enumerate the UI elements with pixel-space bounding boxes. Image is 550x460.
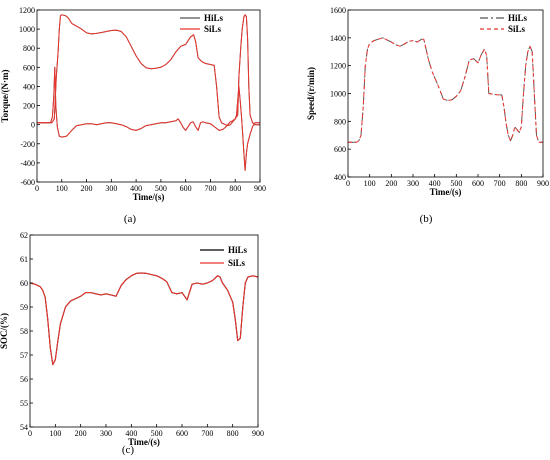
panel-a-ytick-label: 800	[23, 44, 35, 53]
panel-c-legend-label-sils: SiLs	[228, 258, 246, 268]
panel-b-xtick-label: 900	[537, 179, 549, 188]
panel-a-xtick-label: 500	[155, 184, 167, 193]
panel-c-ytick-label: 57	[20, 351, 28, 360]
panel-c-xtick-label: 500	[151, 429, 163, 438]
panel-a-legend-label-hils: HiLs	[204, 13, 224, 23]
panel-a-xtick-label: 600	[180, 184, 192, 193]
panel-a-series-hils-line-0	[37, 14, 260, 127]
panel-a-ytick-label: 1000	[19, 25, 35, 34]
panel-a-xtick-label: 900	[254, 184, 266, 193]
panel-a-ytick-label: -200	[20, 140, 35, 149]
panel-c-series-hils-line-0	[30, 272, 258, 366]
panel-c-xtick-label: 900	[252, 429, 264, 438]
panel-b-ytick-label: 1200	[330, 62, 346, 71]
panel-c-xtick-label: 300	[100, 429, 112, 438]
panel-c-ytick-label: 62	[20, 231, 28, 240]
panel-b-series-sils-line-0	[348, 37, 543, 143]
panel-a-xtick-label: 700	[204, 184, 216, 193]
panel-c-ytick-label: 60	[20, 279, 28, 288]
panel-c-xtick-label: 600	[176, 429, 188, 438]
panel-b-xtick-label: 500	[450, 179, 462, 188]
panel-b-ytick-label: 1600	[330, 6, 346, 15]
panel-b: 0 100 200 300 400 500 600 700 800 900 400 600 800 100…	[306, 6, 549, 225]
panel-b-y-axis-label: Speed/(r/min)	[306, 67, 316, 120]
panel-c-xtick-label: 700	[201, 429, 213, 438]
panel-a-y-axis-label: Torque/(N·m)	[0, 69, 10, 122]
panel-b-xtick-label: 200	[385, 179, 397, 188]
panel-c-ytick-label: 59	[20, 303, 28, 312]
panel-c-xtick-label: 200	[75, 429, 87, 438]
panel-b-ytick-label: 1400	[330, 34, 346, 43]
panel-a-legend-label-sils: SiLs	[204, 24, 222, 34]
panel-b-ytick-label: 400	[334, 173, 346, 182]
panel-c-frame	[29, 234, 259, 428]
panel-a-ytick-label: 400	[23, 82, 35, 91]
panel-b-xtick-label: 300	[407, 179, 419, 188]
panel-b-ytick-label: 1000	[330, 90, 346, 99]
panel-b-xtick-label: 800	[515, 179, 527, 188]
panel-b-caption: (b)	[420, 213, 433, 225]
panel-c-xtick-label: 0	[28, 429, 32, 438]
panel-c-caption: (c)	[122, 444, 135, 456]
panel-c-ytick-label: 61	[20, 255, 28, 264]
panel-c-xtick-label: 100	[49, 429, 61, 438]
panel-b-xtick-label: 0	[346, 179, 350, 188]
panel-a-xtick-label: 100	[56, 184, 68, 193]
panel-a-xtick-label: 800	[229, 184, 241, 193]
panel-a: 0 100 200 300 400 500 600 700 800 900 -600 -400 -200…	[0, 6, 266, 225]
panel-c-ytick-label: 54	[20, 423, 28, 432]
panel-b-xtick-label: 700	[494, 179, 506, 188]
panel-a-ytick-label: -400	[20, 159, 35, 168]
panel-b-xtick-label: 600	[472, 179, 484, 188]
panel-a-xtick-label: 200	[81, 184, 93, 193]
panel-c-y-axis-label: SOC/(%)	[0, 313, 9, 349]
panel-a-ytick-label: 1200	[19, 6, 35, 15]
panel-c-series-sils-line-0	[30, 272, 258, 366]
panel-b-series-hils-line-0	[348, 37, 543, 143]
panel-b-xtick-label: 400	[429, 179, 441, 188]
panel-a-xtick-label: 400	[130, 184, 142, 193]
panel-b-frame	[347, 9, 544, 178]
panel-b-legend-label-sils: SiLs	[508, 24, 526, 34]
panel-c-ytick-label: 55	[20, 399, 28, 408]
panel-b-ytick-label: 800	[334, 117, 346, 126]
panel-a-frame	[36, 9, 261, 183]
panel-a-series-sils-line-0	[37, 14, 260, 127]
panel-a-xtick-label: 300	[105, 184, 117, 193]
panel-b-xtick-label: 100	[364, 179, 376, 188]
panel-c-legend-label-hils: HiLs	[228, 245, 248, 255]
panel-c-ytick-label: 58	[20, 327, 28, 336]
panel-a-ytick-label: -600	[20, 178, 35, 187]
panel-a-series-hils-line-1	[37, 66, 260, 171]
panel-c-xtick-label: 400	[125, 429, 137, 438]
panel-a-caption: (a)	[124, 213, 137, 225]
panel-a-ytick-label: 0	[31, 121, 35, 130]
panel-a-ytick-label: 600	[23, 63, 35, 72]
panel-a-ytick-label: 200	[23, 102, 35, 111]
panel-b-legend-label-hils: HiLs	[508, 13, 528, 23]
panel-c: 0 100 200 300 400 500 600 700 800 900 54 55 56 57 58 59…	[0, 231, 264, 456]
panel-a-xtick-label: 0	[35, 184, 39, 193]
panel-b-ytick-label: 600	[334, 145, 346, 154]
panel-a-x-axis-label: Time/(s)	[133, 192, 165, 202]
panel-c-ytick-label: 56	[20, 375, 28, 384]
panel-b-x-axis-label: Time/(s)	[430, 187, 462, 197]
panel-c-x-axis-label: Time/(s)	[128, 437, 160, 447]
panel-c-xtick-label: 800	[227, 429, 239, 438]
panel-a-series-sils-line-1	[37, 66, 260, 171]
